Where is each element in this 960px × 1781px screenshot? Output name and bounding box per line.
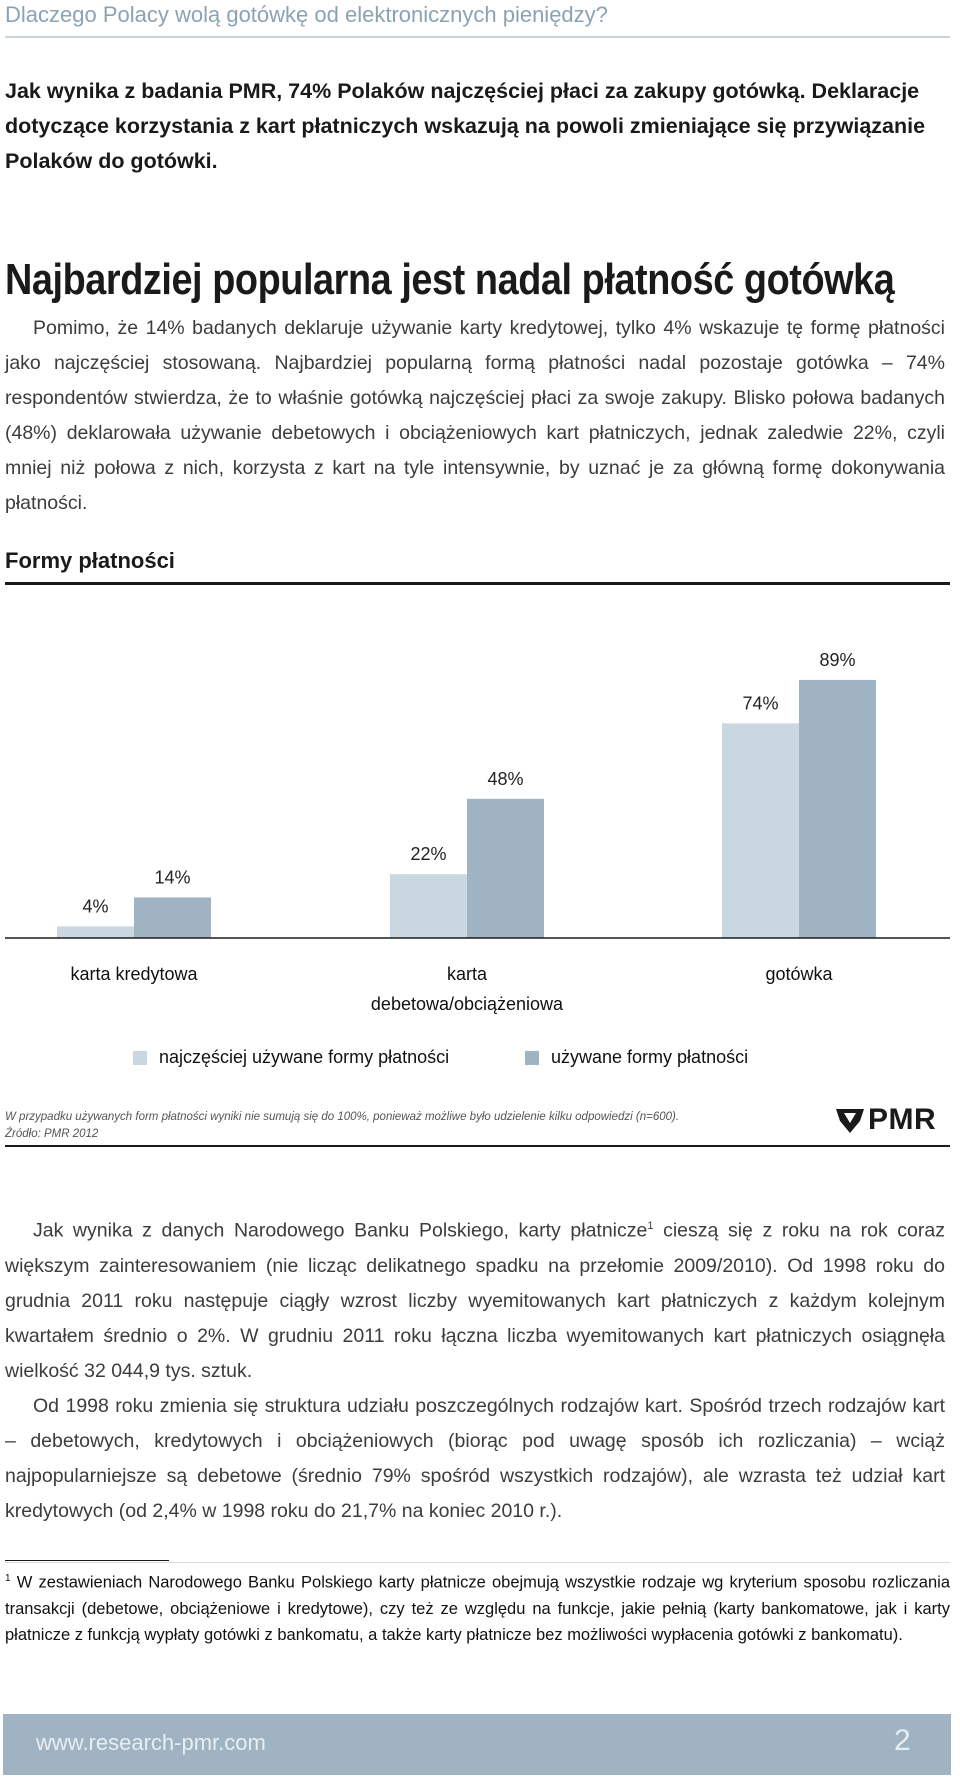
- pmr-logo-text: PMR: [868, 1103, 937, 1136]
- legend-item-used: używane formy płatności: [525, 1047, 748, 1068]
- chart-bottom-rule: [5, 1145, 950, 1147]
- legend-swatch-most-used: [133, 1050, 147, 1065]
- bar-most-used-2: [722, 723, 799, 938]
- body-paragraph-2: Od 1998 roku zmienia się struktura udzia…: [5, 1394, 945, 1522]
- bar-chart: 4% 22% 74% 14% 48% 89% karta kredytowa karta de…: [5, 650, 950, 1014]
- body-paragraph-1-start: Jak wynika z danych Narodowego Banku Pol…: [33, 1219, 648, 1242]
- category-label: karta: [447, 964, 488, 984]
- section-body: Pomimo, że 14% badanych deklaruje używan…: [5, 311, 945, 521]
- bar-used-1: [467, 798, 544, 938]
- page-header-title: Dlaczego Polacy wolą gotówkę od elektron…: [5, 2, 608, 27]
- category-labels-group: karta kredytowa karta debetowa/obciążeniow…: [70, 964, 833, 1014]
- footer-bar: [3, 1714, 951, 1775]
- chart-title: Formy płatności: [5, 548, 175, 573]
- footnote-reference: 1: [647, 1220, 654, 1232]
- footnote-text: W zestawieniach Narodowego Banku Polskie…: [5, 1573, 950, 1644]
- chart-top-rule: [5, 582, 950, 585]
- legend-label-used: używane formy płatności: [551, 1047, 749, 1067]
- legend-label-most-used: najczęściej używane formy płatności: [159, 1047, 450, 1067]
- chart-note: W przypadku używanych form płatności wyn…: [5, 1109, 765, 1143]
- main-body: Jak wynika z danych Narodowego Banku Pol…: [5, 1209, 945, 1529]
- footnote-marker: 1: [5, 1573, 11, 1584]
- pmr-logo: PMR: [836, 1103, 936, 1137]
- bar-value-label: 48%: [487, 769, 523, 789]
- category-label: karta kredytowa: [70, 964, 198, 984]
- bars-group: [57, 679, 876, 938]
- section-body-paragraph: Pomimo, że 14% badanych deklaruje używan…: [5, 317, 945, 514]
- bar-value-label: 89%: [819, 650, 855, 670]
- body-paragraph-1: Jak wynika z danych Narodowego Banku Pol…: [5, 1209, 945, 1389]
- bar-value-label: 22%: [410, 844, 446, 864]
- bar-most-used-1: [390, 874, 467, 938]
- bar-used-2: [799, 679, 876, 938]
- chart-source: Źródło: PMR 2012: [5, 1128, 99, 1140]
- chart-note-text: W przypadku używanych form płatności wyn…: [5, 1111, 680, 1123]
- bar-value-label: 74%: [742, 693, 778, 713]
- bar-value-label: 14%: [154, 867, 190, 887]
- footnote: 1 W zestawieniach Narodowego Banku Polsk…: [5, 1566, 950, 1648]
- lead-paragraph: Jak wynika z badania PMR, 74% Polaków na…: [5, 79, 926, 173]
- legend-swatch-used: [525, 1050, 539, 1065]
- page-number: 2: [894, 1724, 911, 1757]
- header-divider: [5, 36, 950, 38]
- body-paragraph-1-end: cieszą się z roku na rok coraz większym …: [5, 1219, 945, 1382]
- bar-labels-group: 4% 22% 74% 14% 48% 89%: [82, 650, 855, 917]
- bar-value-label: 4%: [82, 896, 108, 916]
- category-label: gotówka: [765, 964, 833, 984]
- bar-used-0: [134, 897, 211, 938]
- legend-item-most-used: najczęściej używane formy płatności: [133, 1047, 449, 1068]
- category-label: debetowa/obciążeniowa: [371, 994, 564, 1014]
- pmr-logo-icon: [836, 1109, 864, 1133]
- footnote-divider: [5, 1560, 169, 1561]
- bar-most-used-0: [57, 926, 134, 938]
- footnote-divider-light: [5, 1562, 950, 1563]
- section-heading: Najbardziej popularna jest nadal płatnoś…: [5, 255, 895, 304]
- footer-url: www.research-pmr.com: [36, 1730, 266, 1755]
